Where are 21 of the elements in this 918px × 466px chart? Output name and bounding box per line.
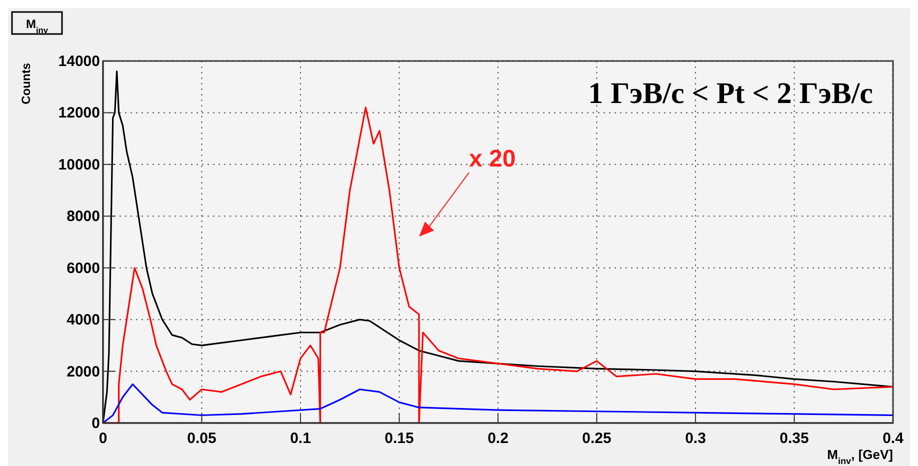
x-tick-label: 0.2 [488,430,508,447]
y-tick-label: 14000 [58,53,100,70]
x-tick-label: 0.15 [384,430,414,447]
x-tick-label: 0.25 [582,430,612,447]
y-tick-label: 8000 [66,208,100,226]
x-tick-label: 0.1 [290,430,311,447]
annotation: x 20 [469,146,516,173]
y-tick-label: 4000 [66,312,100,329]
y-tick-label: 2000 [66,363,100,380]
x-tick-label: 0.05 [187,430,216,447]
x-tick-label: 0.4 [882,430,904,447]
y-axis-title: Counts [19,62,33,104]
x-axis-title: M$_{inv}$, [GeV] [827,447,893,466]
y-tick-label: 6000 [66,260,100,277]
y-tick-label: 12000 [58,104,100,122]
x-tick-label: 0.35 [780,430,809,447]
annotation: 1 ГэВ/с < Pt < 2 ГэВ/с [588,77,873,110]
chart-title: M$_{inv}$ [26,17,48,35]
y-tick-label: 0 [92,415,100,432]
x-tick-label: 0.3 [685,430,706,447]
y-tick-label: 10000 [58,156,100,174]
